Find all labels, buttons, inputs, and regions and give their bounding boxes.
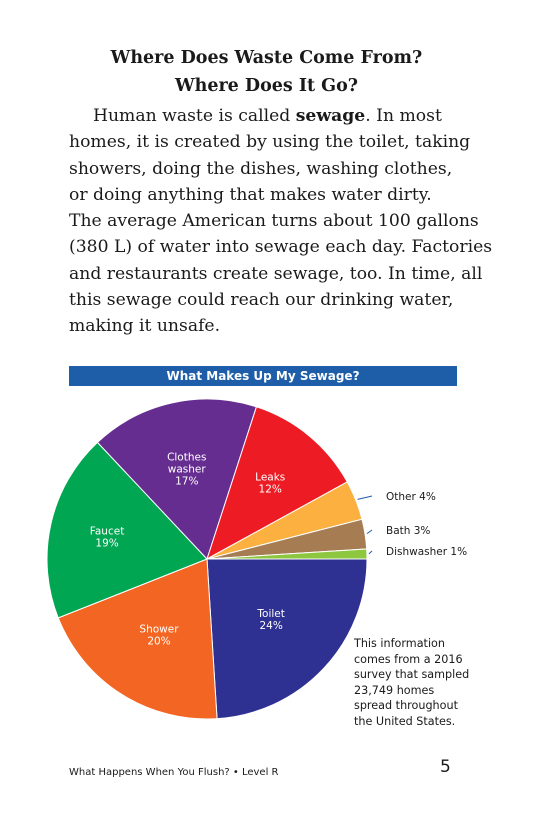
body-line-7: and restaurants create sewage, too. In t… — [69, 263, 483, 284]
body-line-3: showers, doing the dishes, washing cloth… — [69, 158, 453, 179]
body-line-1-start: Human waste is called — [93, 106, 296, 126]
pie-label-toilet: Toilet 24% — [256, 608, 284, 632]
body-paragraph: Human waste is called sewage. In most ho… — [69, 103, 509, 340]
pie-slice-toilet — [206, 558, 368, 720]
page-heading: Where Does Waste Come From? Where Does I… — [0, 44, 533, 100]
pie-slice-faucet — [46, 441, 208, 619]
source-note-line-1: This information — [354, 637, 445, 650]
leader-line-bath — [366, 529, 373, 535]
pie-label-other: Other 4% — [386, 491, 436, 503]
pie-label-dishwasher: Dishwasher 1% — [386, 546, 467, 558]
pie-slice-shower — [57, 558, 218, 720]
source-note-line-5: spread throughout — [354, 699, 458, 713]
body-line-9: making it unsafe. — [69, 316, 221, 337]
pie-label-shower: Shower 20% — [139, 624, 179, 648]
source-note-line-3: survey that sampled — [354, 668, 470, 682]
leader-line-other — [357, 495, 373, 500]
pie-slice-leaks — [206, 406, 348, 561]
heading-line-2: Where Does It Go? — [174, 76, 359, 96]
footer-book-title: What Happens When You Flush? • Level R — [69, 767, 279, 778]
page-number: 5 — [440, 757, 451, 777]
body-line-2: homes, it is created by using the toilet… — [69, 132, 471, 153]
heading-line-1: Where Does Waste Come From? — [110, 48, 423, 68]
body-line-4: or doing anything that makes water dirty… — [69, 184, 432, 205]
pie-slice-clothes-washer — [96, 398, 258, 560]
pie-label-faucet: Faucet 19% — [90, 526, 125, 550]
source-note-line-2: comes from a 2016 — [354, 652, 463, 666]
sewage-term: sewage — [295, 106, 366, 126]
body-line-6: (380 L) of water into sewage each day. F… — [69, 237, 493, 258]
source-note-line-4: 23,749 homes — [354, 683, 435, 697]
pie-label-leaks: Leaks 12% — [255, 472, 285, 496]
source-note-line-6: the United States. — [354, 714, 456, 728]
body-line-1: Human waste is called sewage. In most — [69, 103, 509, 129]
source-note: This information comes from a 2016 surve… — [354, 636, 484, 730]
body-line-8: this sewage could reach our drinking wat… — [69, 290, 454, 311]
pie-label-bath: Bath 3% — [386, 525, 430, 537]
pie-slice-dishwasher — [206, 548, 368, 560]
body-line-1-end: . In most — [365, 106, 442, 126]
chart-title: What Makes Up My Sewage? — [69, 366, 457, 386]
pie-label-clothes-washer: Clothes washer 17% — [167, 451, 206, 487]
leader-line-dishwasher — [368, 550, 373, 555]
body-line-5: The average American turns about 100 gal… — [69, 211, 479, 232]
